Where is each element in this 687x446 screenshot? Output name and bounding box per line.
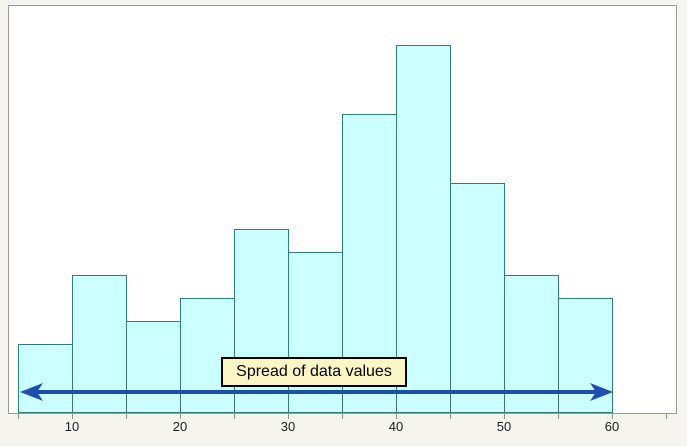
x-axis-tick-label: 60 (604, 419, 620, 434)
annotation-text: Spread of data values (236, 363, 392, 380)
x-axis-tick (450, 414, 451, 419)
x-axis-tick-label: 20 (172, 419, 188, 434)
x-axis-tick (504, 414, 505, 419)
x-axis-tick (612, 414, 613, 419)
x-axis-tick (666, 414, 667, 419)
histogram-bar (450, 183, 505, 413)
x-axis-tick-label: 40 (388, 419, 404, 434)
x-axis-tick (234, 414, 235, 419)
histogram-bar (126, 321, 181, 413)
x-axis-tick (180, 414, 181, 419)
histogram-bar (288, 252, 343, 413)
x-axis-tick (558, 414, 559, 419)
histogram-bar (504, 275, 559, 413)
histogram-bar (396, 45, 451, 413)
x-axis-tick-label: 50 (496, 419, 512, 434)
x-axis-tick (126, 414, 127, 419)
histogram-bar (72, 275, 127, 413)
histogram-bar (180, 298, 235, 413)
x-axis-tick-label: 30 (280, 419, 296, 434)
x-axis-tick (396, 414, 397, 419)
x-axis-tick (342, 414, 343, 419)
x-axis-tick (18, 414, 19, 419)
x-axis-tick (288, 414, 289, 419)
histogram-bar (558, 298, 613, 413)
plot-area (8, 5, 677, 414)
x-axis-tick-label: 10 (64, 419, 80, 434)
x-axis-tick (72, 414, 73, 419)
annotation-box: Spread of data values (221, 357, 407, 387)
histogram-bar (18, 344, 73, 413)
